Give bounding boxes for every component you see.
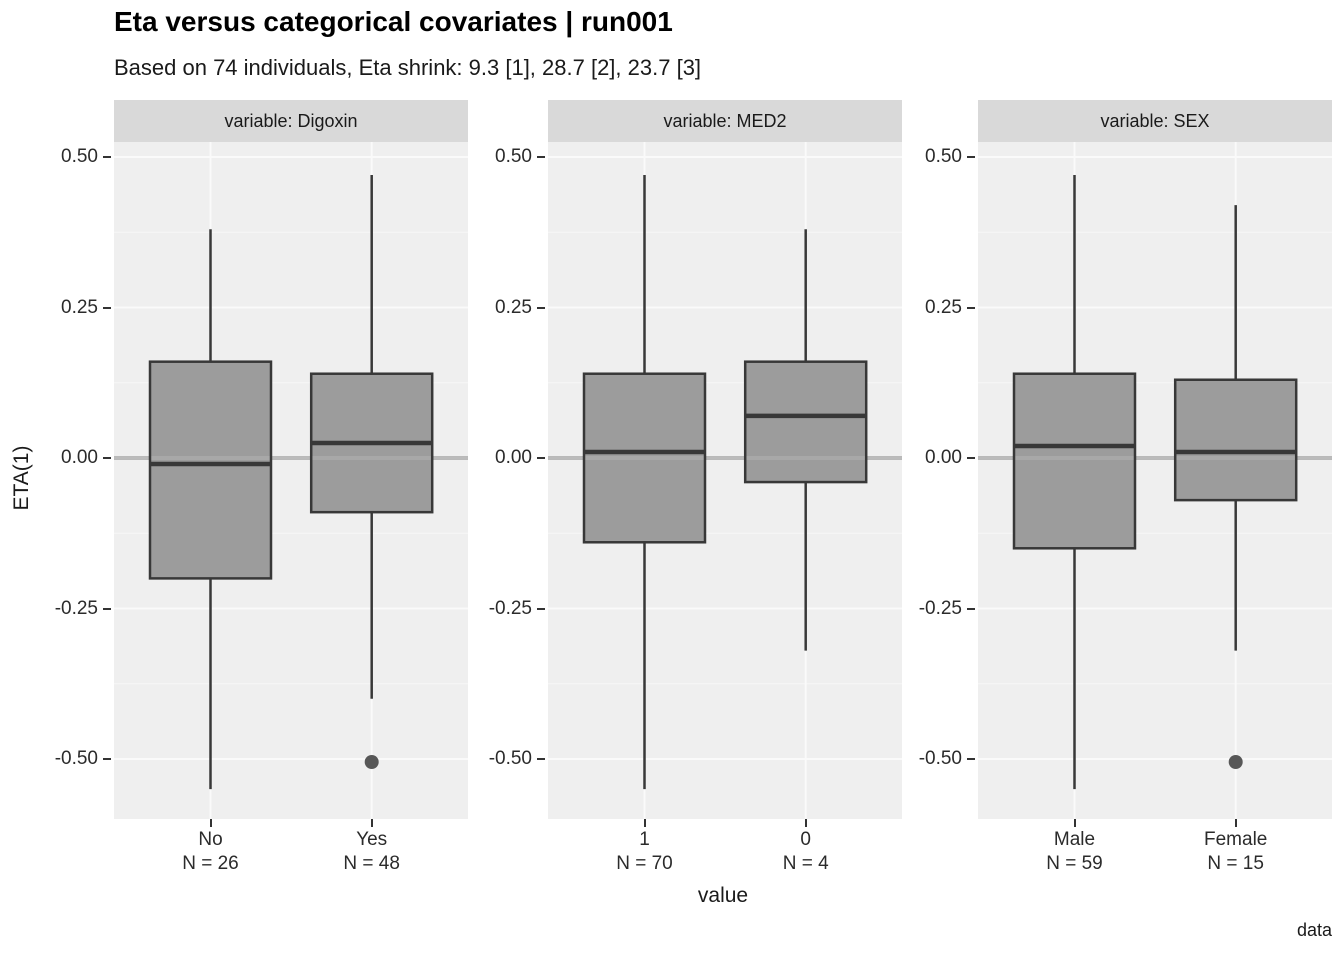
y-tick-label: -0.50 <box>918 748 962 769</box>
y-tick-mark <box>103 306 111 309</box>
box-outline <box>1012 372 1137 550</box>
y-tick-label: 0.50 <box>495 146 532 167</box>
box-fill <box>150 361 271 579</box>
y-tick-label: 0.00 <box>61 447 98 468</box>
x-tick-mark <box>1073 819 1076 827</box>
box-fill <box>1014 373 1135 549</box>
y-tick-label: -0.50 <box>54 748 98 769</box>
y-tick-mark <box>537 607 545 610</box>
y-tick-mark <box>537 306 545 309</box>
x-category-label: Yes <box>356 829 388 850</box>
x-count-label: N = 59 <box>1046 853 1103 874</box>
box-fill <box>745 361 867 483</box>
x-category-label: 1 <box>639 829 650 850</box>
y-tick-mark <box>537 758 545 760</box>
x-category-label: 0 <box>800 829 811 850</box>
y-tick-mark <box>967 156 975 158</box>
x-tick-mark <box>209 819 212 827</box>
outlier-point <box>1228 755 1243 770</box>
y-tick-label: -0.25 <box>488 597 532 619</box>
y-tick-mark <box>103 758 111 760</box>
y-tick-label: -0.25 <box>54 597 98 619</box>
facet-panel <box>978 142 1332 819</box>
facet-strip: variable: MED2 <box>548 100 902 142</box>
box-outline <box>743 360 868 484</box>
facet-strip-label: variable: SEX <box>1100 110 1210 131</box>
x-tick-mark <box>1234 819 1237 827</box>
plot-subtitle: Based on 74 individuals, Eta shrink: 9.3… <box>114 55 702 80</box>
facet-strip-label: variable: Digoxin <box>224 110 358 131</box>
y-tick-label: 0.50 <box>925 146 962 167</box>
box-outline <box>148 360 273 580</box>
x-count-label: N = 70 <box>616 853 673 874</box>
x-count-label: N = 48 <box>343 853 400 874</box>
y-tick-label: 0.25 <box>61 296 98 318</box>
x-tick-mark <box>643 819 646 827</box>
x-category-label: Male <box>1053 829 1096 850</box>
plot-caption: data <box>1296 920 1332 940</box>
y-tick-mark <box>967 306 975 309</box>
y-tick-mark <box>967 758 975 760</box>
y-tick-label: 0.25 <box>495 296 532 318</box>
x-count-label: N = 15 <box>1207 853 1264 874</box>
plot-title: Eta versus categorical covariates | run0… <box>114 6 673 37</box>
y-tick-mark <box>537 156 545 158</box>
x-tick-mark <box>804 819 807 827</box>
y-tick-label: 0.00 <box>925 447 962 468</box>
outlier-point <box>364 755 379 770</box>
y-tick-label: 0.25 <box>925 296 962 318</box>
y-tick-mark <box>967 457 975 459</box>
facet-panel <box>548 142 902 819</box>
y-axis-title: ETA(1) <box>10 445 33 511</box>
y-tick-mark <box>103 607 111 610</box>
y-tick-label: -0.50 <box>488 748 532 769</box>
x-category-label: Female <box>1204 829 1268 850</box>
box-outline <box>582 372 707 544</box>
x-axis-title: value <box>697 884 749 907</box>
facet-panel <box>114 142 468 819</box>
facet-strip: variable: Digoxin <box>114 100 468 142</box>
x-count-label: N = 26 <box>182 853 239 874</box>
facet-strip-label: variable: MED2 <box>663 110 787 131</box>
y-tick-mark <box>537 457 545 459</box>
facet-strip: variable: SEX <box>978 100 1332 142</box>
y-tick-label: 0.50 <box>61 146 98 167</box>
y-tick-label: 0.00 <box>495 447 532 468</box>
y-tick-mark <box>967 607 975 610</box>
y-tick-label: -0.25 <box>918 597 962 619</box>
x-count-label: N = 4 <box>782 853 829 874</box>
box-fill <box>1175 379 1297 501</box>
x-category-label: No <box>198 829 223 850</box>
x-tick-mark <box>370 819 373 827</box>
y-tick-mark <box>103 457 111 459</box>
box-outline <box>1173 378 1298 502</box>
y-tick-mark <box>103 156 111 158</box>
